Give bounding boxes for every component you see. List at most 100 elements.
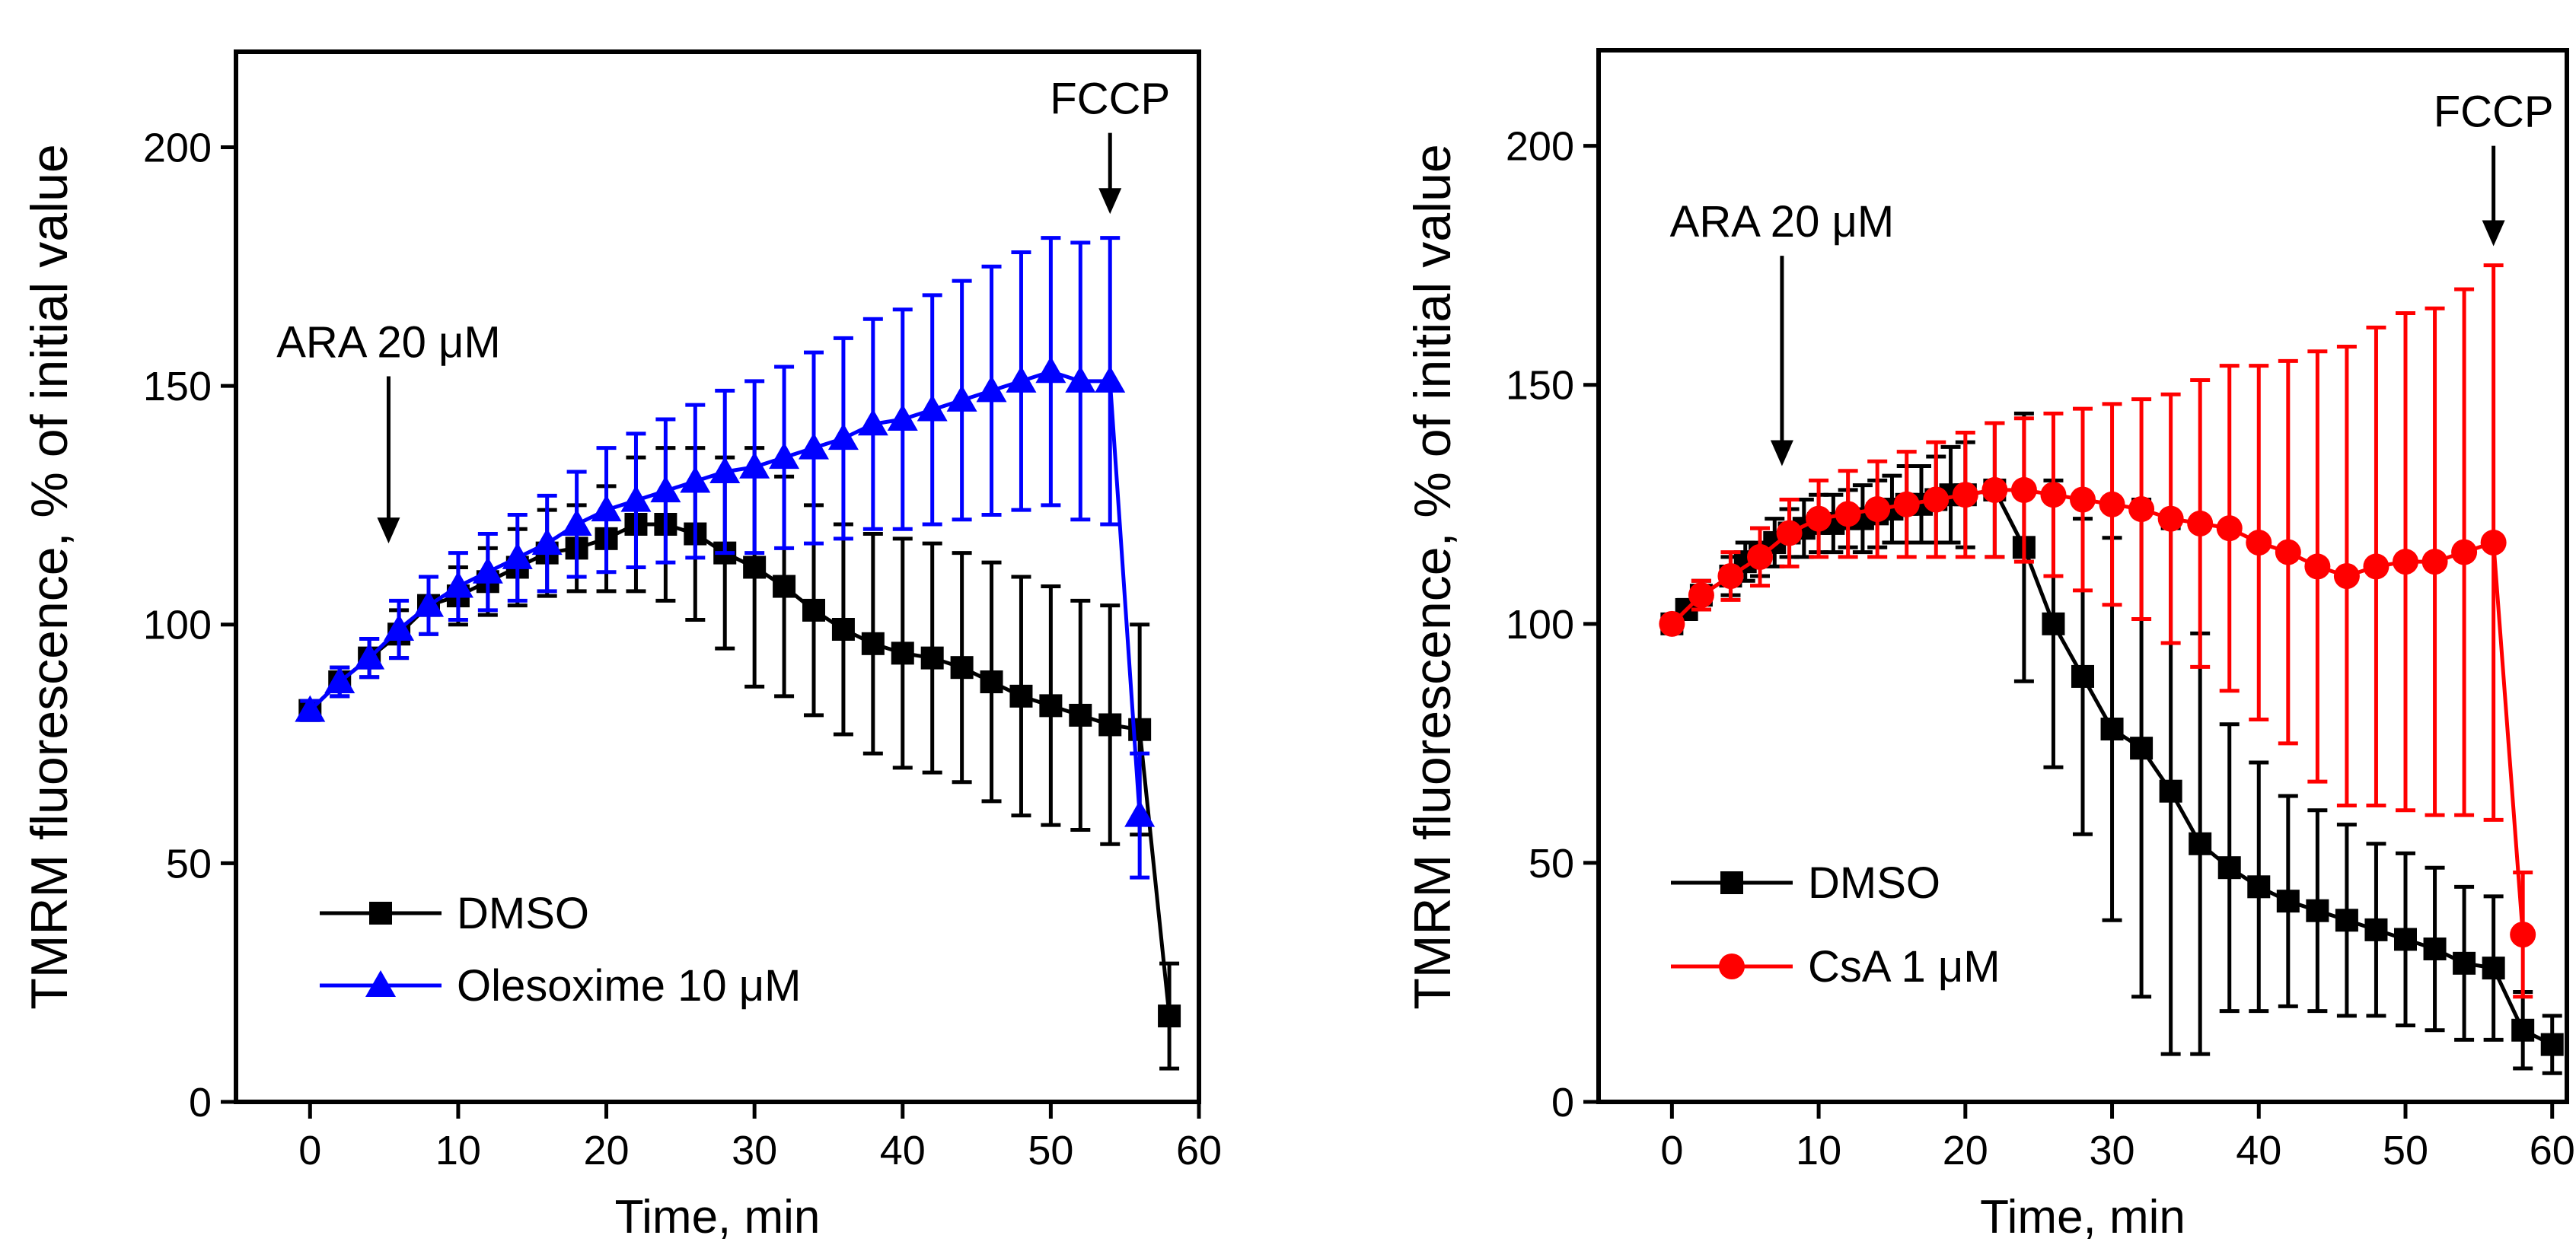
annotation-2: FCCP [1050,75,1170,215]
data-point [743,556,767,579]
legend: DMSO CsA 1 μM [1671,858,2001,992]
y-tick-label: 200 [143,125,212,170]
legend-marker [369,902,392,925]
data-point [1095,365,1126,393]
annotation-2: FCCP [2434,88,2554,247]
x-tick-label: 40 [2236,1128,2281,1173]
data-point [472,556,503,584]
data-point [1776,520,1803,546]
annotation-arrow [1770,256,1793,466]
legend-marker [1719,954,1745,979]
data-point [1806,505,1832,532]
y-tick-label: 50 [166,841,212,887]
legend-marker [365,970,396,997]
data-point [887,404,918,431]
data-point [861,632,885,655]
annotation-arrow-head [2482,220,2505,247]
data-point [2363,553,2389,580]
x-tick-label: 50 [2383,1128,2428,1173]
y-tick-label: 100 [1506,602,1574,648]
data-point [1158,1004,1181,1028]
y-tick-label: 0 [189,1080,212,1125]
data-point [2333,563,2360,589]
y-axis-label: TMRM fluorescence, % of initial value [1404,144,1462,1010]
data-point [1717,563,1744,589]
annotation-1: ARA 20 μM [276,318,501,544]
annotation-text: FCCP [2434,88,2554,137]
data-point [2510,922,2536,948]
data-point [2540,1033,2564,1056]
data-point [2275,539,2301,565]
data-point [2099,491,2125,517]
data-point [1009,684,1033,708]
data-point [1981,476,2008,503]
data-point [1923,486,1950,513]
data-point [2511,1018,2535,1042]
annotation-arrow [377,376,400,544]
x-axis-label: Time, min [1980,1191,2185,1243]
data-point [1835,501,1861,527]
data-point [1035,356,1066,384]
data-point [739,451,770,479]
x-tick-label: 0 [298,1128,321,1173]
data-point [2453,951,2476,975]
x-axis-label: Time, min [615,1191,821,1243]
data-point [2071,664,2094,688]
data-point [413,590,444,617]
y-tick-label: 0 [1551,1080,1574,1125]
data-point [2364,918,2388,941]
series-csa-1-m [1659,263,2536,999]
data-point [831,618,855,641]
data-point [561,509,592,536]
data-point [2247,875,2271,899]
x-tick-label: 60 [2530,1128,2575,1173]
legend-entry: CsA 1 μM [1671,942,2001,992]
y-tick-label: 50 [1529,841,1574,887]
legend-label: DMSO [1808,858,1940,908]
x-tick-label: 30 [2090,1128,2135,1173]
data-point [2421,549,2448,575]
annotation-arrow-head [1770,440,1793,466]
annotation-arrow [2482,145,2505,247]
data-point [709,457,741,483]
data-point [2130,737,2154,760]
data-point [384,614,415,641]
annotation-text: FCCP [1050,75,1170,124]
y-axis-label: TMRM fluorescence, % of initial value [21,144,78,1010]
data-point [591,495,622,522]
legend-entry: DMSO [1671,858,1940,908]
data-point [1864,496,1891,523]
data-point [891,642,914,665]
data-point [773,575,796,598]
data-point [531,528,563,556]
data-point [442,571,473,598]
data-point [1893,491,1920,517]
data-point [2159,779,2182,803]
data-point [324,667,355,693]
data-point [802,598,825,622]
data-point [857,409,888,436]
data-point [2276,890,2300,913]
data-point [799,432,829,460]
y-tick-label: 100 [143,603,212,648]
data-point [950,656,974,680]
x-tick-label: 10 [435,1128,481,1173]
data-point [2189,832,2212,855]
data-point [1065,365,1096,393]
data-point [1039,694,1063,718]
data-point [946,384,977,412]
data-point [2423,937,2447,960]
data-point [1006,365,1037,393]
x-tick-label: 60 [1176,1128,1222,1173]
annotation-text: ARA 20 μM [1670,197,1895,247]
x-tick-label: 20 [1943,1128,1988,1173]
x-tick-label: 50 [1028,1128,1073,1173]
data-point [1124,800,1156,827]
data-point [1659,610,1685,637]
x-tick-label: 40 [880,1128,926,1173]
data-point [1098,713,1122,737]
plot-frame [1596,48,2569,1104]
data-point [2480,530,2507,556]
data-point [2187,510,2214,536]
